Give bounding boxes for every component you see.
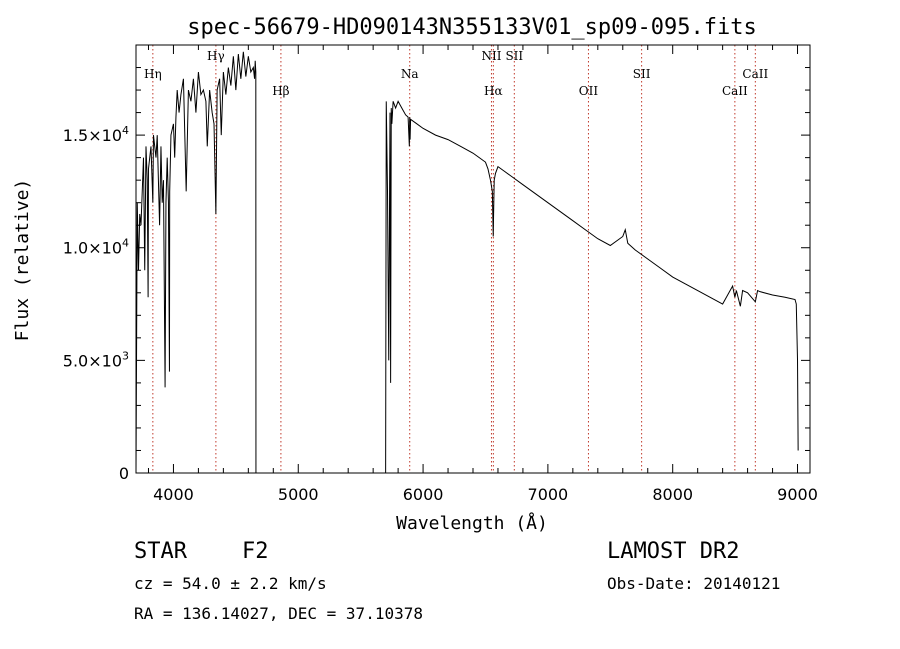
x-tick-label: 4000 <box>153 485 194 504</box>
x-tick-label: 8000 <box>652 485 693 504</box>
line-label-5: Hα <box>484 84 503 98</box>
line-label-1: Hγ <box>207 49 225 63</box>
line-label-9: CaII <box>722 84 748 98</box>
object-class: STAR <box>134 539 187 564</box>
line-label-8: SII <box>633 67 651 81</box>
x-axis-label: Wavelength (Å) <box>396 512 548 534</box>
x-tick-label: 5000 <box>278 485 319 504</box>
object-subclass: F2 <box>242 539 269 564</box>
x-tick-label: 9000 <box>777 485 818 504</box>
y-axis-label: Flux (relative) <box>12 179 33 342</box>
survey-name: LAMOST DR2 <box>607 539 740 564</box>
line-label-3: Na <box>401 67 419 81</box>
x-axis: 4000 5000 6000 7000 8000 9000 <box>147 45 818 504</box>
line-label-0: Hη <box>144 67 162 81</box>
y-tick-label: 1.0×104 <box>63 237 129 258</box>
line-label-2: Hβ <box>272 84 289 98</box>
coordinates: RA = 136.14027, DEC = 37.10378 <box>134 604 423 623</box>
y-tick-label: 5.0×103 <box>63 349 129 370</box>
y-tick-label: 1.5×104 <box>63 124 129 145</box>
plot-frame <box>135 44 811 474</box>
redshift-text: cz = 54.0 ± 2.2 km/s <box>134 574 327 593</box>
line-label-10: CaII <box>742 67 768 81</box>
obs-date: Obs-Date: 20140121 <box>607 574 781 593</box>
y-axis: 0 5.0×103 1.0×104 1.5×104 <box>63 67 810 483</box>
y-tick-label: 0 <box>119 464 129 483</box>
x-tick-label: 6000 <box>403 485 444 504</box>
chart-title: spec-56679-HD090143N355133V01_sp09-095.f… <box>187 15 757 40</box>
x-tick-label: 7000 <box>528 485 569 504</box>
line-label-6: SII <box>505 49 523 63</box>
line-label-7: OII <box>579 84 599 98</box>
spectral-line-markers: Hη Hγ Hβ Na NII Hα SII OII SII CaII CaII <box>144 45 768 473</box>
spectrum-line <box>135 51 799 474</box>
line-label-4: NII <box>481 49 501 63</box>
